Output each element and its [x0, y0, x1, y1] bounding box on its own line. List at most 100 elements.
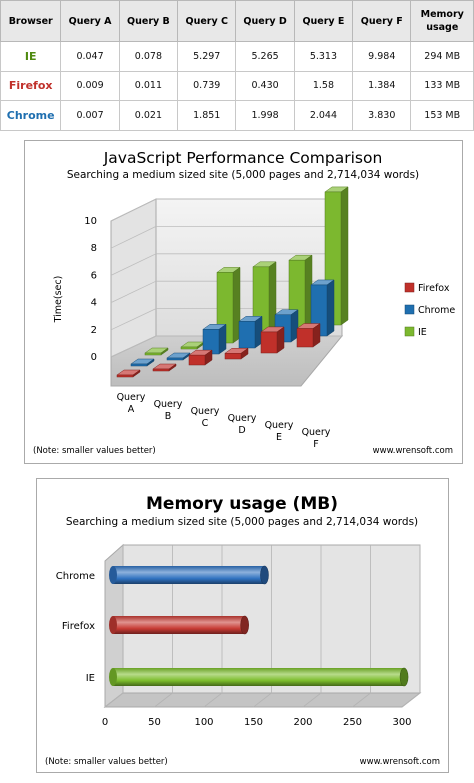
table-cell: 0.009	[60, 70, 120, 102]
memory-category-label: Firefox	[62, 621, 95, 632]
perf-gridline	[110, 308, 157, 331]
perf-bar	[116, 374, 134, 378]
memory-bar-start-cap	[109, 668, 117, 686]
perf-x-tick-label: Query	[154, 399, 183, 410]
memory-category-label: IE	[86, 673, 95, 684]
table-cell: 0.007	[60, 100, 120, 131]
perf-bar	[188, 354, 206, 366]
memory-bar	[113, 566, 265, 584]
perf-legend-swatch	[404, 304, 415, 315]
table-cell: 1.384	[352, 70, 412, 102]
table-cell: 153 MB	[410, 100, 474, 131]
memory-bar-end-cap	[240, 615, 249, 635]
table-cell: 1.851	[177, 100, 237, 131]
memory-x-tick-label: 50	[148, 717, 161, 728]
perf-bar-side	[218, 323, 227, 355]
col-header-query-d: Query D	[235, 0, 295, 42]
table-cell: 0.078	[118, 41, 179, 72]
table-row: IE 0.047 0.078 5.297 5.265 5.313 9.984 2…	[0, 41, 474, 72]
memory-x-axis: 0 50 100 150 200 250 300	[102, 717, 412, 728]
perf-bar	[130, 363, 148, 367]
perf-gridline	[110, 226, 157, 249]
table-cell: 1.998	[235, 100, 295, 131]
browser-cell: IE	[0, 41, 62, 72]
memory-bar-start-cap	[109, 616, 117, 634]
performance-chart: JavaScript Performance Comparison Search…	[33, 149, 455, 456]
table-cell: 133 MB	[410, 70, 474, 102]
perf-bars	[116, 186, 349, 378]
memory-gridline	[302, 692, 322, 708]
perf-bar	[260, 331, 278, 354]
perf-side-wall	[110, 198, 157, 358]
results-table: Browser Query A Query B Query C Query D …	[0, 0, 474, 131]
memory-bar-start-cap	[109, 566, 117, 584]
perf-note: (Note: smaller values better)	[33, 446, 156, 456]
perf-y-tick-label: 8	[91, 243, 97, 254]
perf-bar	[166, 357, 184, 361]
perf-chart-title: JavaScript Performance Comparison	[103, 149, 383, 167]
memory-x-tick-label: 150	[244, 717, 263, 728]
perf-legend-swatch	[404, 326, 415, 337]
perf-x-tick-label: Query	[117, 392, 146, 403]
memory-x-tick-label: 0	[102, 717, 108, 728]
memory-x-tick-label: 300	[392, 717, 411, 728]
table-cell: 2.044	[293, 100, 354, 131]
table-cell: 5.313	[293, 41, 354, 72]
memory-gridline	[352, 692, 371, 708]
memory-chart-subtitle: Searching a medium sized site (5,000 pag…	[66, 516, 418, 528]
perf-x-tick-label: Query	[302, 427, 331, 438]
performance-chart-panel: JavaScript Performance Comparison Search…	[24, 140, 463, 464]
table-cell: 0.430	[235, 70, 295, 102]
perf-y-axis-label: Time(sec)	[53, 276, 64, 324]
memory-chart-title: Memory usage (MB)	[146, 494, 338, 514]
perf-x-tick-label: A	[128, 404, 135, 415]
col-header-browser: Browser	[0, 0, 62, 42]
memory-gridline	[203, 692, 223, 708]
memory-x-tick-label: 100	[194, 717, 213, 728]
table-cell: 0.011	[118, 70, 179, 102]
perf-bar	[180, 346, 198, 350]
perf-bar	[238, 321, 256, 349]
perf-legend: Firefox Chrome IE	[404, 282, 455, 338]
memory-chart: Memory usage (MB) Searching a medium siz…	[45, 494, 440, 767]
perf-bar-side	[340, 186, 349, 326]
perf-bar	[224, 353, 242, 360]
perf-chart-subtitle: Searching a medium sized site (5,000 pag…	[67, 169, 419, 181]
perf-legend-label: IE	[418, 327, 427, 338]
table-cell: 1.58	[293, 70, 354, 102]
perf-legend-swatch	[404, 282, 415, 293]
memory-gridline	[104, 692, 124, 708]
perf-y-tick-label: 2	[91, 325, 97, 336]
table-row: Chrome 0.007 0.021 1.851 1.998 2.044 3.8…	[0, 100, 474, 131]
col-header-query-f: Query F	[352, 0, 412, 42]
memory-bar-end-cap	[399, 667, 409, 687]
table-row: Firefox 0.009 0.011 0.739 0.430 1.58 1.3…	[0, 70, 474, 102]
memory-note: (Note: smaller values better)	[45, 757, 168, 767]
perf-x-tick-label: Query	[191, 406, 220, 417]
col-header-memory: Memory usage	[410, 0, 474, 42]
perf-x-tick-label: E	[276, 432, 282, 443]
table-cell: 0.739	[177, 70, 237, 102]
perf-x-tick-label: Query	[228, 413, 257, 424]
perf-gridline	[110, 280, 157, 303]
perf-bar	[144, 352, 162, 356]
memory-credit: www.wrensoft.com	[360, 757, 440, 767]
memory-gridline	[154, 692, 173, 708]
perf-bar	[296, 328, 314, 348]
table-cell: 294 MB	[410, 41, 474, 72]
memory-gridline	[253, 692, 272, 708]
memory-bar	[113, 668, 405, 686]
memory-bar-end-cap	[260, 565, 269, 585]
memory-bar	[113, 616, 245, 634]
table-cell: 0.021	[118, 100, 179, 131]
perf-gridline	[110, 335, 157, 358]
perf-x-tick-label: F	[313, 439, 318, 450]
col-header-query-a: Query A	[60, 0, 120, 42]
perf-y-tick-label: 10	[84, 216, 97, 227]
memory-gridline	[401, 692, 421, 708]
perf-credit: www.wrensoft.com	[373, 446, 453, 456]
perf-y-tick-label: 4	[91, 298, 97, 309]
memory-category-label: Chrome	[56, 571, 95, 582]
perf-bar-side	[326, 279, 335, 337]
